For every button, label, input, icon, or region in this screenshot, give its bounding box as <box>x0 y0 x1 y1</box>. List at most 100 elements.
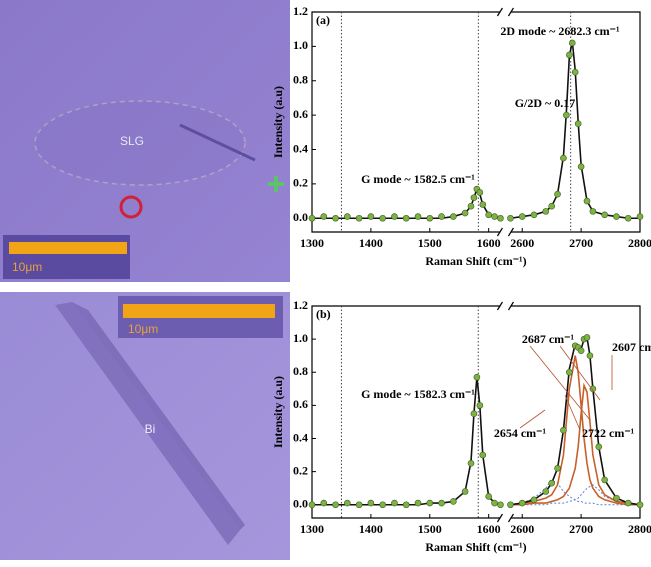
data-point <box>479 451 487 459</box>
x-tick-label: 2600 <box>510 236 534 250</box>
x-tick-label: 1300 <box>300 236 324 250</box>
y-tick-label: 0.8 <box>293 73 308 87</box>
annotation-arrow <box>529 345 591 421</box>
axis-frame <box>311 305 641 519</box>
data-point <box>491 499 498 507</box>
scale-label: 10μm <box>128 322 158 336</box>
data-point <box>461 209 469 217</box>
data-point <box>563 111 570 119</box>
data-point <box>542 208 550 215</box>
axis-break <box>496 513 514 523</box>
flake-edge <box>179 123 256 162</box>
y-tick-label: 0.2 <box>293 176 308 190</box>
data-point <box>461 488 469 495</box>
x-tick-label: 2800 <box>628 522 651 536</box>
data-point <box>308 214 316 222</box>
data-point <box>566 368 573 376</box>
data-point <box>601 476 608 484</box>
x-tick-label: 2800 <box>628 236 651 250</box>
y-tick-label: 0.4 <box>293 430 308 444</box>
flake <box>55 302 240 545</box>
laser-spot <box>119 195 143 219</box>
data-point <box>450 213 457 220</box>
panel-label: (a) <box>316 13 330 27</box>
data-point <box>355 214 363 222</box>
annotation: 2722 cm⁻¹ <box>582 426 635 440</box>
data-point <box>414 499 422 507</box>
data-point <box>636 213 644 220</box>
data-point <box>379 214 386 222</box>
x-axis-label: Raman Shift (cm⁻¹) <box>425 540 526 554</box>
data-point <box>355 501 363 509</box>
x-tick-label: 1500 <box>418 236 442 250</box>
annotation-arrow <box>519 409 546 429</box>
series-line <box>510 479 640 506</box>
data-point <box>595 443 603 451</box>
annotation-arrow <box>564 394 581 431</box>
data-point <box>566 51 573 59</box>
data-point <box>571 68 579 76</box>
series-line <box>510 382 641 506</box>
data-point <box>530 211 538 219</box>
data-point <box>624 214 632 222</box>
x-axis-label: Raman Shift (cm⁻¹) <box>425 254 526 268</box>
data-point <box>402 501 410 509</box>
y-tick-label: 0.0 <box>293 497 308 511</box>
data-point <box>542 488 550 495</box>
data-point <box>467 460 475 467</box>
data-point <box>518 499 526 507</box>
annotation: G mode ~ 1582.5 cm⁻¹ <box>361 172 475 186</box>
annotation: G/2D ~ 0.17 <box>515 96 576 110</box>
data-point <box>476 402 484 409</box>
panel-label: (b) <box>316 307 331 321</box>
axis-break <box>496 227 514 237</box>
y-tick-label: 0.6 <box>293 397 308 411</box>
data-point <box>344 499 351 507</box>
data-point <box>467 202 475 210</box>
series-line <box>312 187 501 220</box>
data-point <box>470 194 478 201</box>
x-tick-label: 1600 <box>477 522 501 536</box>
micrograph-slg: 10μm SLG <box>0 0 290 282</box>
data-point <box>320 213 328 220</box>
scale-label: 10μm <box>12 260 42 274</box>
flake-edge <box>72 302 245 530</box>
data-point <box>379 501 386 509</box>
data-point <box>438 499 445 507</box>
y-tick-label: 1.2 <box>293 4 308 18</box>
annotation: 2607 cm⁻¹ <box>612 340 651 354</box>
y-tick-label: 0.4 <box>293 141 308 155</box>
y-tick-label: 1.2 <box>293 298 308 312</box>
annotation-arrow <box>559 345 601 401</box>
data-point <box>426 499 434 507</box>
image-label: SLG <box>120 134 144 148</box>
y-tick-label: 1.0 <box>293 331 308 345</box>
data-point <box>485 211 492 219</box>
series-line <box>312 377 501 506</box>
data-point <box>476 189 484 196</box>
data-point <box>344 213 351 220</box>
x-tick-label: 1600 <box>477 236 501 250</box>
y-axis-label: Intensity (a.u) <box>271 86 285 158</box>
data-point <box>473 373 481 381</box>
x-tick-label: 2700 <box>569 522 593 536</box>
data-point <box>601 211 608 219</box>
data-point <box>507 214 514 222</box>
scale-bar <box>9 242 127 254</box>
data-point <box>554 190 561 198</box>
data-point <box>577 163 585 170</box>
data-point <box>414 213 422 220</box>
series-line <box>510 355 640 506</box>
data-point <box>332 501 339 509</box>
scale-bar <box>123 304 275 318</box>
data-point <box>497 501 504 509</box>
data-point <box>308 501 316 509</box>
data-point <box>589 385 597 393</box>
data-point <box>367 499 375 507</box>
data-point <box>479 201 487 208</box>
chart: 0.0 0.2 0.4 0.6 0.8 1.0 1.2 1300 1400 1500 1600 260… <box>271 4 651 268</box>
series-line <box>510 484 641 506</box>
data-point <box>491 213 498 220</box>
